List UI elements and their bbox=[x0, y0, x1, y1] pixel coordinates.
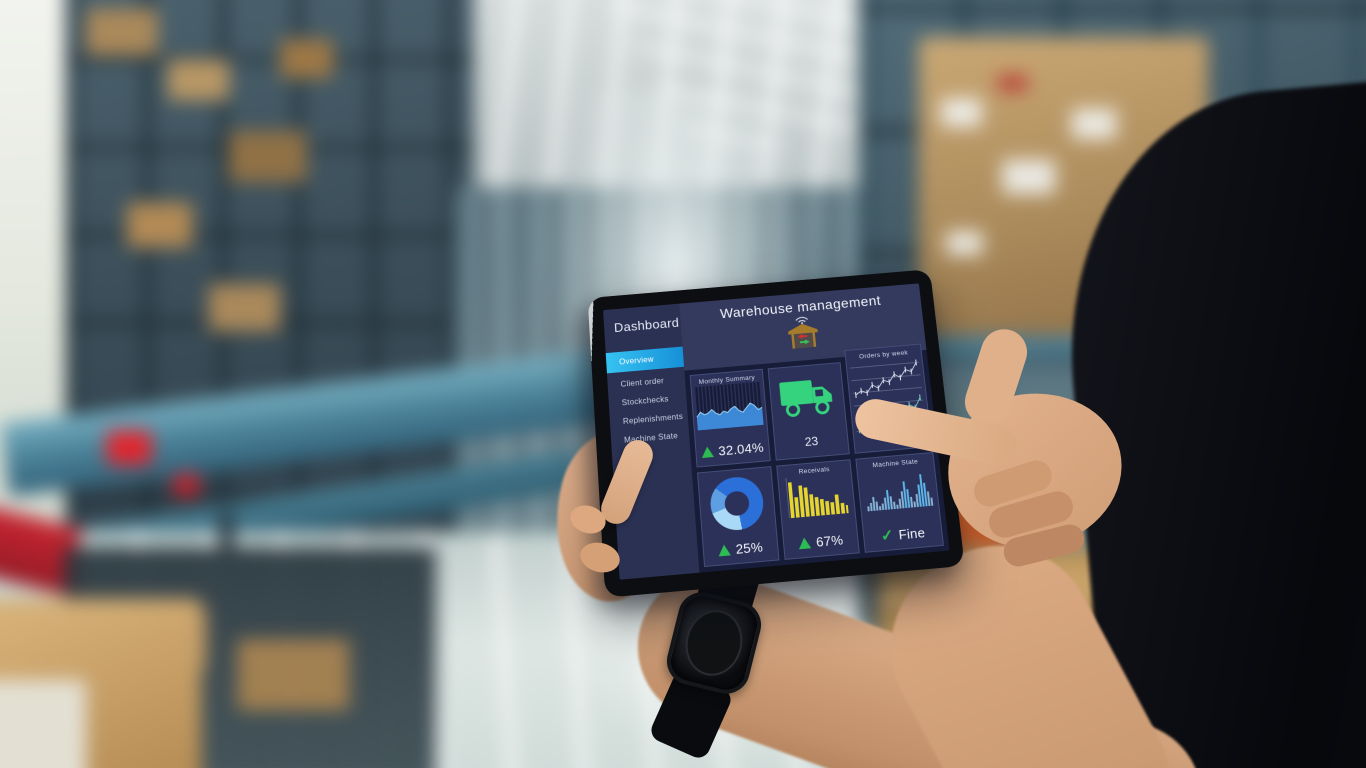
trend-up-icon bbox=[700, 445, 714, 458]
card-machine-state[interactable]: Machine State ✓ Fine bbox=[855, 451, 944, 553]
cards-grid: Monthly Summary 32.04% bbox=[684, 343, 949, 573]
box bbox=[229, 131, 307, 183]
stat-value: 25% bbox=[735, 539, 764, 557]
card-stock-level[interactable]: 25% bbox=[696, 465, 780, 568]
box bbox=[280, 39, 334, 79]
receivals-chart bbox=[785, 472, 849, 518]
watch-face bbox=[678, 604, 750, 682]
pallet-label bbox=[1071, 108, 1117, 140]
stat-value: 67% bbox=[815, 532, 844, 550]
card-shipments[interactable]: 23 bbox=[767, 362, 850, 461]
red-sign-small bbox=[174, 473, 199, 497]
box bbox=[127, 202, 193, 248]
trend-up-icon bbox=[718, 544, 732, 557]
stat-row: ✓ Fine bbox=[880, 525, 926, 547]
monthly-summary-chart bbox=[695, 381, 764, 431]
truck-icon-wrap bbox=[777, 373, 838, 419]
box bbox=[86, 8, 158, 56]
stat-row: 32.04% bbox=[700, 439, 765, 462]
card-receivals[interactable]: Receivals 67% bbox=[776, 458, 861, 560]
check-icon: ✓ bbox=[879, 526, 895, 546]
shipments-count: 23 bbox=[804, 433, 819, 449]
stock-donut-chart bbox=[708, 474, 766, 532]
pallet-label bbox=[1002, 159, 1056, 195]
status-value: Fine bbox=[897, 524, 926, 543]
sidebar-title: Dashboard bbox=[613, 315, 680, 336]
red-sign bbox=[106, 430, 152, 465]
box bbox=[167, 59, 230, 101]
pallet-label bbox=[941, 98, 982, 127]
warehouse-icon bbox=[787, 322, 820, 349]
foreground-white-box bbox=[0, 679, 87, 768]
dashboard-header: Warehouse management bbox=[679, 283, 927, 371]
stat-row: 67% bbox=[798, 532, 844, 554]
sidebar-item-overview[interactable]: Overview bbox=[605, 346, 685, 374]
pallet-red-mark bbox=[997, 74, 1028, 92]
trend-up-icon bbox=[798, 536, 812, 550]
stat-value: 32.04% bbox=[717, 439, 765, 459]
warehouse-icon-group bbox=[681, 305, 925, 358]
pallet-label bbox=[946, 231, 983, 256]
truck-icon bbox=[779, 380, 838, 419]
card-monthly-summary[interactable]: Monthly Summary 32.04% bbox=[689, 368, 771, 468]
box bbox=[237, 639, 350, 711]
machine-state-chart bbox=[867, 473, 934, 511]
sidebar-menu: Overview Client order Stockchecks Replenish… bbox=[605, 345, 690, 451]
distant-person bbox=[219, 511, 234, 551]
stat-row: 25% bbox=[718, 539, 764, 561]
box bbox=[208, 284, 281, 331]
donut-hole bbox=[723, 489, 751, 517]
